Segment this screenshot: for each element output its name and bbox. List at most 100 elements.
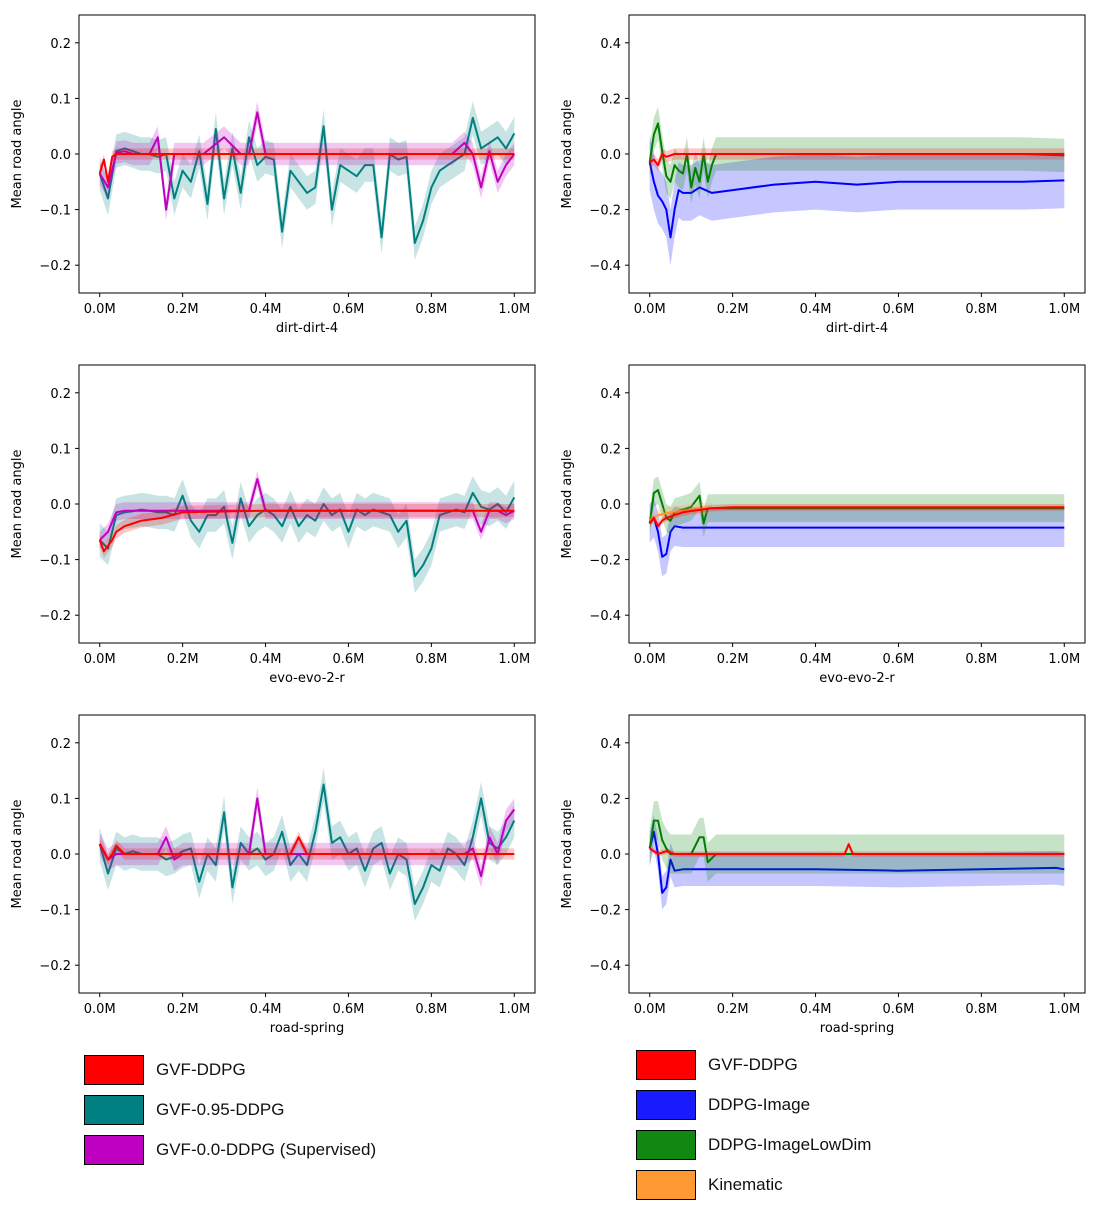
x-tick-label: 0.6M bbox=[883, 302, 915, 317]
legend-swatch bbox=[636, 1130, 696, 1160]
y-tick-label: −0.1 bbox=[39, 204, 71, 219]
x-tick-label: 0.0M bbox=[634, 302, 666, 317]
y-tick-label: −0.1 bbox=[39, 904, 71, 919]
x-tick-label: 0.2M bbox=[167, 1002, 199, 1017]
series-band bbox=[99, 831, 515, 866]
x-tick-label: 0.2M bbox=[167, 302, 199, 317]
x-tick-label: 1.0M bbox=[498, 652, 530, 667]
x-tick-label: 1.0M bbox=[1048, 652, 1080, 667]
plot-area bbox=[648, 106, 1065, 266]
series-line bbox=[98, 509, 515, 553]
series-band bbox=[649, 801, 1065, 882]
y-tick-label: 0.0 bbox=[600, 848, 621, 863]
x-tick-label: 0.6M bbox=[883, 652, 915, 667]
x-tick-label: 0.8M bbox=[415, 302, 447, 317]
series-band bbox=[649, 498, 1065, 577]
y-tick-label: −0.1 bbox=[39, 554, 71, 569]
legend-label: DDPG-ImageLowDim bbox=[708, 1135, 872, 1154]
x-tick-label: 0.0M bbox=[634, 652, 666, 667]
x-axis-label: dirt-dirt-4 bbox=[826, 321, 888, 336]
x-tick-label: 0.8M bbox=[415, 1002, 447, 1017]
y-tick-label: 0.0 bbox=[600, 148, 621, 163]
series-line bbox=[648, 162, 1065, 239]
x-tick-label: 0.0M bbox=[84, 302, 116, 317]
x-axis-label: evo-evo-2-r bbox=[819, 671, 895, 686]
y-axis-label: Mean road angle bbox=[10, 450, 25, 559]
series-line bbox=[648, 830, 1065, 894]
x-tick-label: 0.2M bbox=[717, 1002, 749, 1017]
y-axis-label: Mean road angle bbox=[10, 800, 25, 909]
x-tick-label: 0.4M bbox=[250, 1002, 282, 1017]
plot-area bbox=[648, 476, 1065, 577]
legend-label: DDPG-Image bbox=[708, 1095, 811, 1114]
chart-grid: 0.2 0.1 0.0 −0.1 −0.2 0.0M 0.2M 0.4M 0.6M 0.8M 1.0… bbox=[10, 14, 1086, 1036]
x-tick-label: 0.6M bbox=[333, 1002, 365, 1017]
chart-panel-right-bottom: 0.4 0.2 0.0 −0.2 −0.4 0.0M 0.2M 0.4M 0.6M 0.8M 1.0… bbox=[560, 714, 1086, 1036]
x-tick-label: 0.6M bbox=[883, 1002, 915, 1017]
series-band bbox=[99, 101, 515, 260]
plot-area bbox=[98, 101, 516, 260]
y-tick-label: −0.2 bbox=[39, 959, 71, 974]
series-line bbox=[98, 116, 516, 244]
x-tick-label: 0.8M bbox=[965, 302, 997, 317]
series-band bbox=[99, 101, 515, 221]
y-tick-label: 0.4 bbox=[600, 37, 621, 52]
x-tick-label: 0.4M bbox=[250, 302, 282, 317]
y-tick-label: 0.2 bbox=[600, 792, 621, 807]
y-axis-label: Mean road angle bbox=[560, 100, 575, 209]
legend-swatch bbox=[636, 1170, 696, 1200]
y-axis-label: Mean road angle bbox=[560, 800, 575, 909]
y-tick-label: −0.4 bbox=[589, 259, 621, 274]
series-band bbox=[649, 815, 1065, 910]
series-line bbox=[648, 506, 1065, 528]
x-tick-label: 0.0M bbox=[84, 652, 116, 667]
series-band bbox=[649, 504, 1065, 530]
legend-swatch bbox=[84, 1055, 144, 1085]
legend-swatch bbox=[636, 1050, 696, 1080]
y-tick-label: 0.1 bbox=[50, 792, 71, 807]
series-band bbox=[649, 106, 1065, 204]
y-tick-label: −0.2 bbox=[39, 609, 71, 624]
series-line bbox=[648, 516, 1065, 558]
legend-swatch bbox=[636, 1090, 696, 1120]
chart-panel-left-middle: 0.2 0.1 0.0 −0.1 −0.2 0.0M 0.2M 0.4M 0.6M 0.8M 1.0… bbox=[10, 364, 536, 686]
x-axis-label: dirt-dirt-4 bbox=[276, 321, 338, 336]
legend-item-gvf-ddpg: GVF-DDPG bbox=[636, 1050, 798, 1080]
series-band bbox=[99, 504, 515, 558]
legend-item-ddpg-image: DDPG-Image bbox=[636, 1090, 810, 1120]
x-tick-label: 0.8M bbox=[415, 652, 447, 667]
x-axis-label: road-spring bbox=[270, 1021, 344, 1036]
x-tick-label: 1.0M bbox=[498, 302, 530, 317]
legend-item-gvf-095-ddpg: GVF-0.95-DDPG bbox=[84, 1095, 284, 1125]
x-tick-label: 1.0M bbox=[498, 1002, 530, 1017]
chart-panel-left-bottom: 0.2 0.1 0.0 −0.1 −0.2 0.0M 0.2M 0.4M 0.6M 0.8M 1.0… bbox=[10, 714, 536, 1036]
legend-label: GVF-0.0-DDPG (Supervised) bbox=[156, 1140, 377, 1159]
series-line bbox=[98, 491, 516, 578]
y-tick-label: 0.4 bbox=[600, 737, 621, 752]
x-axis-label: evo-evo-2-r bbox=[269, 671, 345, 686]
x-tick-label: 0.6M bbox=[333, 302, 365, 317]
y-tick-label: −0.2 bbox=[589, 904, 621, 919]
series-band bbox=[99, 787, 515, 888]
legend-swatch bbox=[84, 1135, 144, 1165]
x-tick-label: 0.2M bbox=[717, 652, 749, 667]
x-tick-label: 0.2M bbox=[717, 302, 749, 317]
legend-item-ddpg-imagelowdim: DDPG-ImageLowDim bbox=[636, 1130, 871, 1160]
y-tick-label: 0.2 bbox=[600, 92, 621, 107]
y-tick-label: −0.4 bbox=[589, 609, 621, 624]
y-tick-label: −0.2 bbox=[39, 259, 71, 274]
x-tick-label: 0.4M bbox=[250, 652, 282, 667]
x-tick-label: 0.4M bbox=[800, 302, 832, 317]
series-line bbox=[649, 153, 1065, 167]
series-band bbox=[649, 134, 1065, 266]
y-tick-label: −0.4 bbox=[589, 959, 621, 974]
y-axis-label: Mean road angle bbox=[560, 450, 575, 559]
series-band bbox=[99, 148, 515, 188]
series-line bbox=[98, 153, 515, 183]
y-tick-label: 0.2 bbox=[50, 387, 71, 402]
x-tick-label: 1.0M bbox=[1048, 302, 1080, 317]
x-tick-label: 0.0M bbox=[634, 1002, 666, 1017]
series-line bbox=[98, 836, 515, 861]
x-tick-label: 0.8M bbox=[965, 652, 997, 667]
y-tick-label: 0.0 bbox=[50, 848, 71, 863]
